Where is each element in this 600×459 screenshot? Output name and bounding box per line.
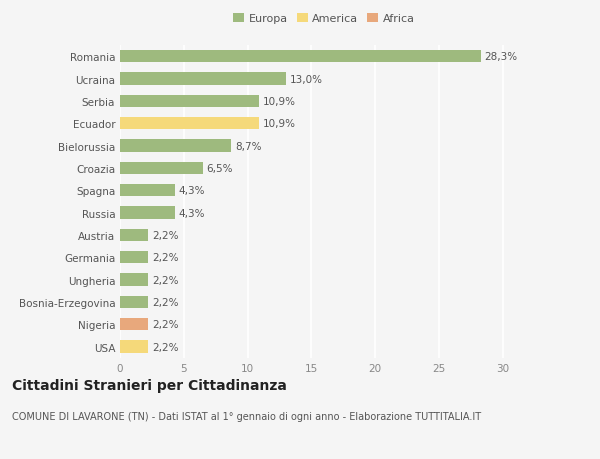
Text: 13,0%: 13,0% bbox=[290, 74, 323, 84]
Text: 6,5%: 6,5% bbox=[206, 163, 233, 174]
Text: 4,3%: 4,3% bbox=[179, 208, 205, 218]
Text: 28,3%: 28,3% bbox=[485, 52, 518, 62]
Text: COMUNE DI LAVARONE (TN) - Dati ISTAT al 1° gennaio di ogni anno - Elaborazione T: COMUNE DI LAVARONE (TN) - Dati ISTAT al … bbox=[12, 411, 481, 421]
Bar bbox=[120, 140, 231, 152]
Text: 8,7%: 8,7% bbox=[235, 141, 261, 151]
Bar bbox=[120, 73, 286, 85]
Bar bbox=[120, 230, 148, 241]
Text: 2,2%: 2,2% bbox=[152, 230, 178, 241]
Bar bbox=[120, 274, 148, 286]
Text: 2,2%: 2,2% bbox=[152, 275, 178, 285]
Bar bbox=[120, 296, 148, 308]
Bar bbox=[120, 319, 148, 330]
Bar bbox=[120, 95, 259, 108]
Bar bbox=[120, 51, 481, 63]
Text: 10,9%: 10,9% bbox=[263, 97, 296, 106]
Legend: Europa, America, Africa: Europa, America, Africa bbox=[233, 14, 415, 24]
Text: 2,2%: 2,2% bbox=[152, 297, 178, 307]
Text: 2,2%: 2,2% bbox=[152, 319, 178, 330]
Text: 4,3%: 4,3% bbox=[179, 186, 205, 196]
Bar bbox=[120, 341, 148, 353]
Bar bbox=[120, 162, 203, 175]
Text: 2,2%: 2,2% bbox=[152, 342, 178, 352]
Bar bbox=[120, 118, 259, 130]
Bar bbox=[120, 207, 175, 219]
Text: 10,9%: 10,9% bbox=[263, 119, 296, 129]
Bar bbox=[120, 185, 175, 197]
Text: 2,2%: 2,2% bbox=[152, 253, 178, 263]
Text: Cittadini Stranieri per Cittadinanza: Cittadini Stranieri per Cittadinanza bbox=[12, 379, 287, 392]
Bar bbox=[120, 252, 148, 264]
